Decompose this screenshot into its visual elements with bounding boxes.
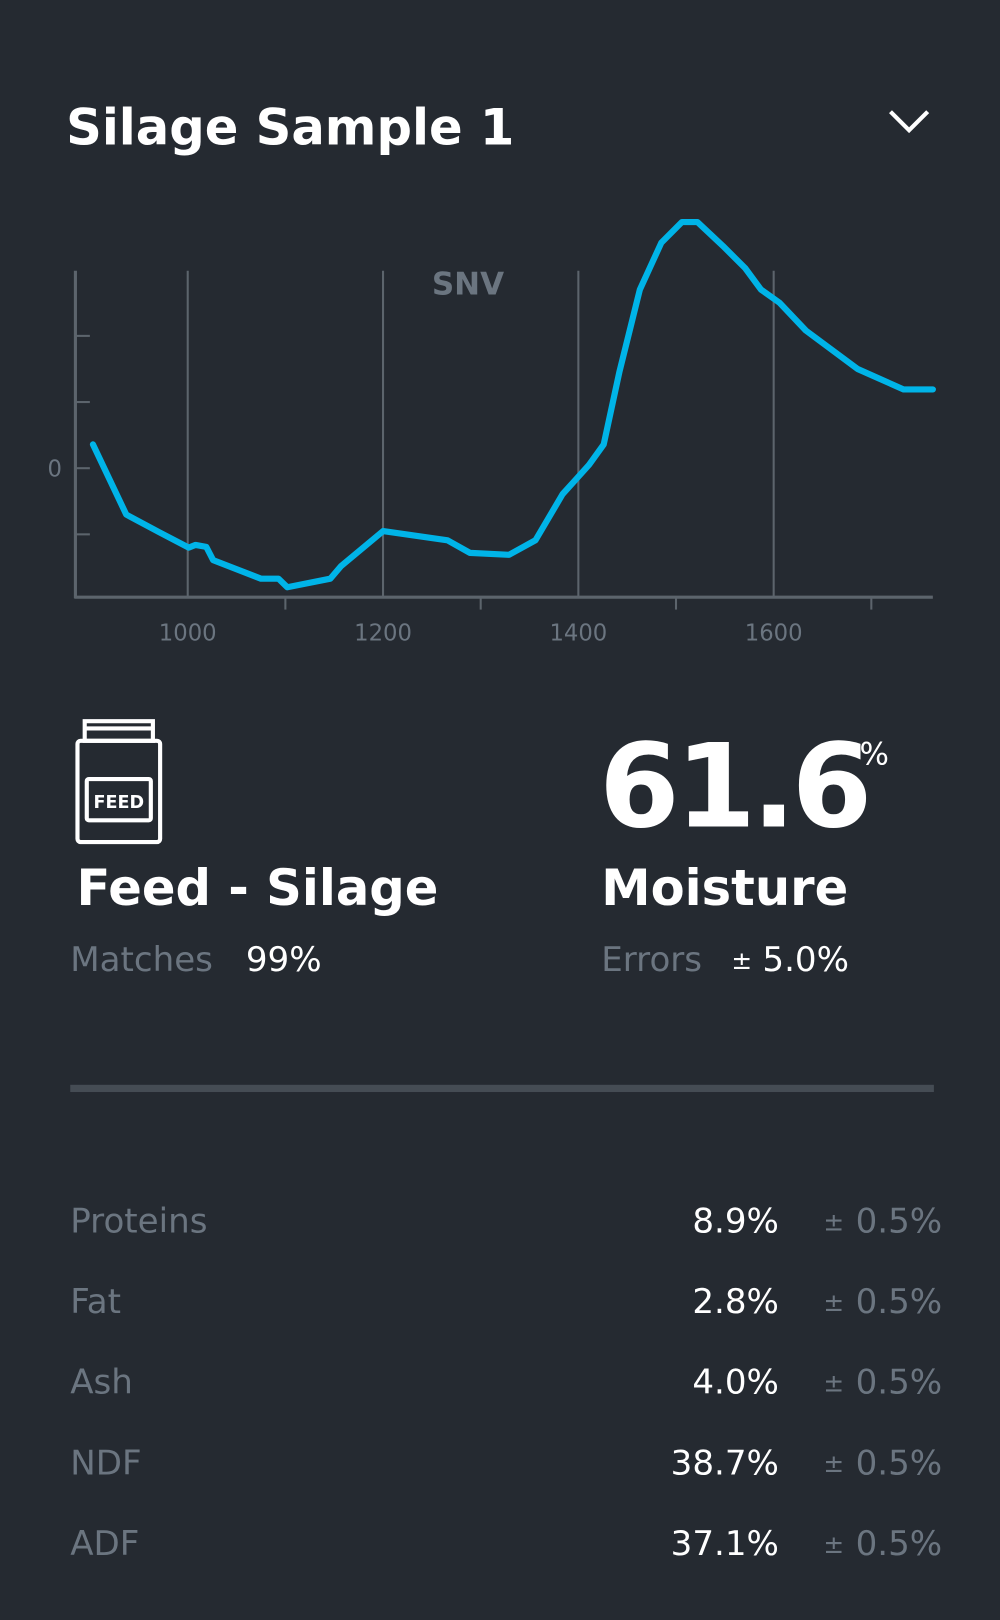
plus-minus: ± — [823, 1449, 844, 1478]
row-name: Proteins — [70, 1202, 207, 1242]
row-name: Fat — [70, 1282, 121, 1322]
moisture-unit: % — [860, 737, 889, 773]
row-value: 38.7% — [671, 1443, 779, 1483]
row-error: 0.5% — [856, 1524, 943, 1564]
divider — [70, 1084, 934, 1093]
moisture-error: 5.0% — [762, 940, 849, 980]
plus-minus: ± — [823, 1288, 844, 1317]
plus-minus: ± — [731, 946, 752, 975]
row-value: 37.1% — [671, 1524, 779, 1564]
row-name: NDF — [70, 1443, 141, 1483]
matches-label: Matches — [70, 940, 213, 980]
row-error: 0.5% — [856, 1202, 943, 1242]
row-name: Ash — [70, 1363, 133, 1403]
chart-title: SNV — [432, 267, 504, 303]
row-value: 2.8% — [692, 1282, 779, 1322]
feed-icon-label: FEED — [94, 793, 145, 813]
plus-minus: ± — [823, 1207, 844, 1236]
matches-value: 99% — [246, 940, 322, 980]
title: Silage Sample 1 — [66, 99, 514, 157]
row-value: 4.0% — [692, 1363, 779, 1403]
x-tick-label: 1600 — [745, 621, 803, 647]
plus-minus: ± — [823, 1530, 844, 1559]
y-tick-label: 0 — [48, 456, 62, 482]
feed-icon — [75, 719, 163, 845]
moisture-label: Moisture — [601, 859, 848, 917]
row-name: ADF — [70, 1524, 139, 1564]
errors-label: Errors — [601, 940, 702, 980]
moisture-value: 61.6 — [599, 721, 868, 855]
feed-name: Feed - Silage — [76, 859, 438, 917]
spectrum-line — [89, 218, 936, 591]
x-tick-label: 1200 — [354, 621, 412, 647]
plus-minus: ± — [823, 1369, 844, 1398]
row-error: 0.5% — [856, 1363, 943, 1403]
x-tick-label: 1000 — [159, 621, 217, 647]
row-value: 8.9% — [692, 1202, 779, 1242]
row-error: 0.5% — [856, 1443, 943, 1483]
row-error: 0.5% — [856, 1282, 943, 1322]
x-tick-label: 1400 — [549, 621, 607, 647]
dropdown-chevron[interactable] — [889, 110, 930, 134]
